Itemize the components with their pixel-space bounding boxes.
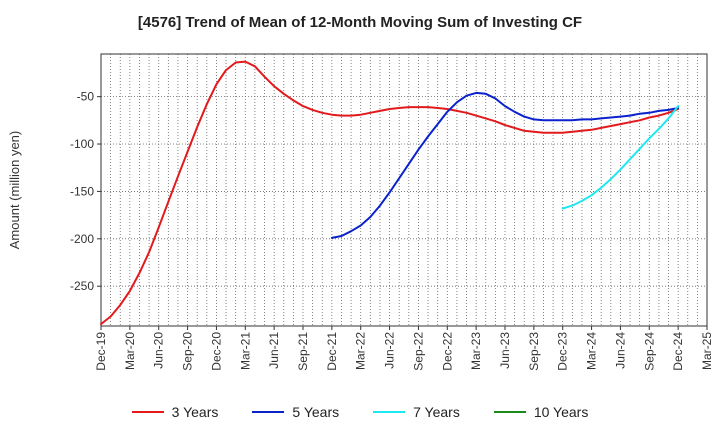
series-lines <box>100 60 680 326</box>
legend-item: 5 Years <box>252 404 339 420</box>
legend-label: 3 Years <box>171 404 219 420</box>
y-tick-label: -50 <box>77 90 95 104</box>
plot-frame <box>100 53 708 327</box>
x-tick-label: Sep-23 <box>527 332 541 371</box>
y-tick-label: -150 <box>70 184 94 198</box>
x-tick-label: Dec-23 <box>556 332 570 371</box>
vertical-gridlines <box>110 54 698 326</box>
legend-label: 5 Years <box>292 404 340 420</box>
legend-label: 7 Years <box>413 404 460 420</box>
x-tick-label: Jun-21 <box>267 332 281 369</box>
plot-area <box>101 54 707 326</box>
y-tick-label: -250 <box>70 279 94 293</box>
legend-item: 3 Years <box>131 404 219 420</box>
x-tick-label: Dec-22 <box>440 332 454 371</box>
series-line-7-years <box>561 105 680 210</box>
x-tick-label: Sep-21 <box>296 332 310 371</box>
legend-swatch <box>373 411 406 413</box>
legend-item: 7 Years <box>373 404 460 420</box>
chart-title: [4576] Trend of Mean of 12-Month Moving … <box>137 14 583 31</box>
x-tick-label: Sep-22 <box>411 332 425 371</box>
x-tick-label: Mar-22 <box>354 332 368 370</box>
legend: 3 Years 5 Years 7 Years 10 Years <box>0 404 720 420</box>
x-tick-label: Mar-24 <box>585 332 599 370</box>
series-line-3-years <box>100 60 680 326</box>
x-tick-label: Dec-20 <box>209 332 223 371</box>
legend-swatch <box>131 411 164 413</box>
y-axis: -50 -100 -150 -200 -250 <box>70 90 101 293</box>
x-tick-label: Jun-20 <box>152 332 166 369</box>
x-tick-label: Dec-21 <box>325 332 339 371</box>
x-tick-label: Dec-19 <box>94 332 108 371</box>
x-axis: Dec-19 Mar-20 Jun-20 Sep-20 Dec-20 Mar-21 Jun-… <box>94 326 714 371</box>
x-tick-label: Dec-24 <box>671 332 685 371</box>
x-tick-label: Sep-24 <box>642 332 656 371</box>
legend-swatch <box>493 411 526 413</box>
y-tick-label: -200 <box>70 232 94 246</box>
x-tick-label: Jun-24 <box>613 332 627 369</box>
x-tick-label: Mar-25 <box>700 332 714 370</box>
legend-swatch <box>252 411 285 413</box>
x-tick-label: Mar-23 <box>469 332 483 370</box>
x-tick-label: Jun-23 <box>498 332 512 369</box>
horizontal-gridlines <box>101 96 707 287</box>
x-tick-label: Jun-22 <box>383 332 397 369</box>
y-axis-label: Amount (million yen) <box>7 131 22 250</box>
legend-label: 10 Years <box>533 404 589 420</box>
series-line-5-years <box>330 91 680 239</box>
x-tick-label: Sep-20 <box>181 332 195 371</box>
x-tick-label: Mar-21 <box>238 332 252 370</box>
legend-item: 10 Years <box>493 404 589 420</box>
x-tick-label: Mar-20 <box>123 332 137 370</box>
y-tick-label: -100 <box>70 137 94 151</box>
